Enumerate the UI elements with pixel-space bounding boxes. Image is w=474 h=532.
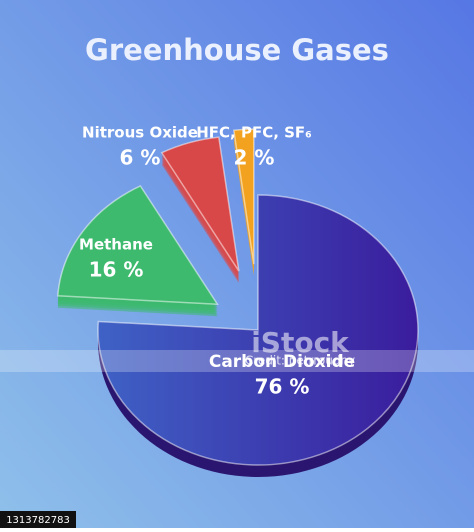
watermark-credit: Credit: petrroudny xyxy=(245,354,355,368)
category-label: Methane xyxy=(79,236,153,254)
slice xyxy=(56,185,219,306)
pie xyxy=(56,128,419,477)
watermark-id-box xyxy=(0,511,76,528)
slice xyxy=(97,194,419,466)
labels: Carbon Dioxide 76 % Methane 16 % Nitrous Oxi… xyxy=(79,124,355,399)
slice xyxy=(232,128,255,265)
value-label: 16 % xyxy=(89,258,144,282)
category-label: HFC, PFC, SF₆ xyxy=(196,124,312,142)
value-label: 2 % xyxy=(234,146,275,170)
slice xyxy=(160,136,240,272)
watermark-id: 1313782783 xyxy=(6,515,70,526)
watermark-brand: iStock xyxy=(251,326,350,359)
chart-title: Greenhouse Gases xyxy=(85,33,389,67)
category-label: Nitrous Oxide xyxy=(82,124,198,142)
value-label: 76 % xyxy=(255,375,310,399)
value-label: 6 % xyxy=(120,146,161,170)
category-label: Carbon Dioxide xyxy=(209,352,355,372)
watermark-band xyxy=(0,350,474,372)
